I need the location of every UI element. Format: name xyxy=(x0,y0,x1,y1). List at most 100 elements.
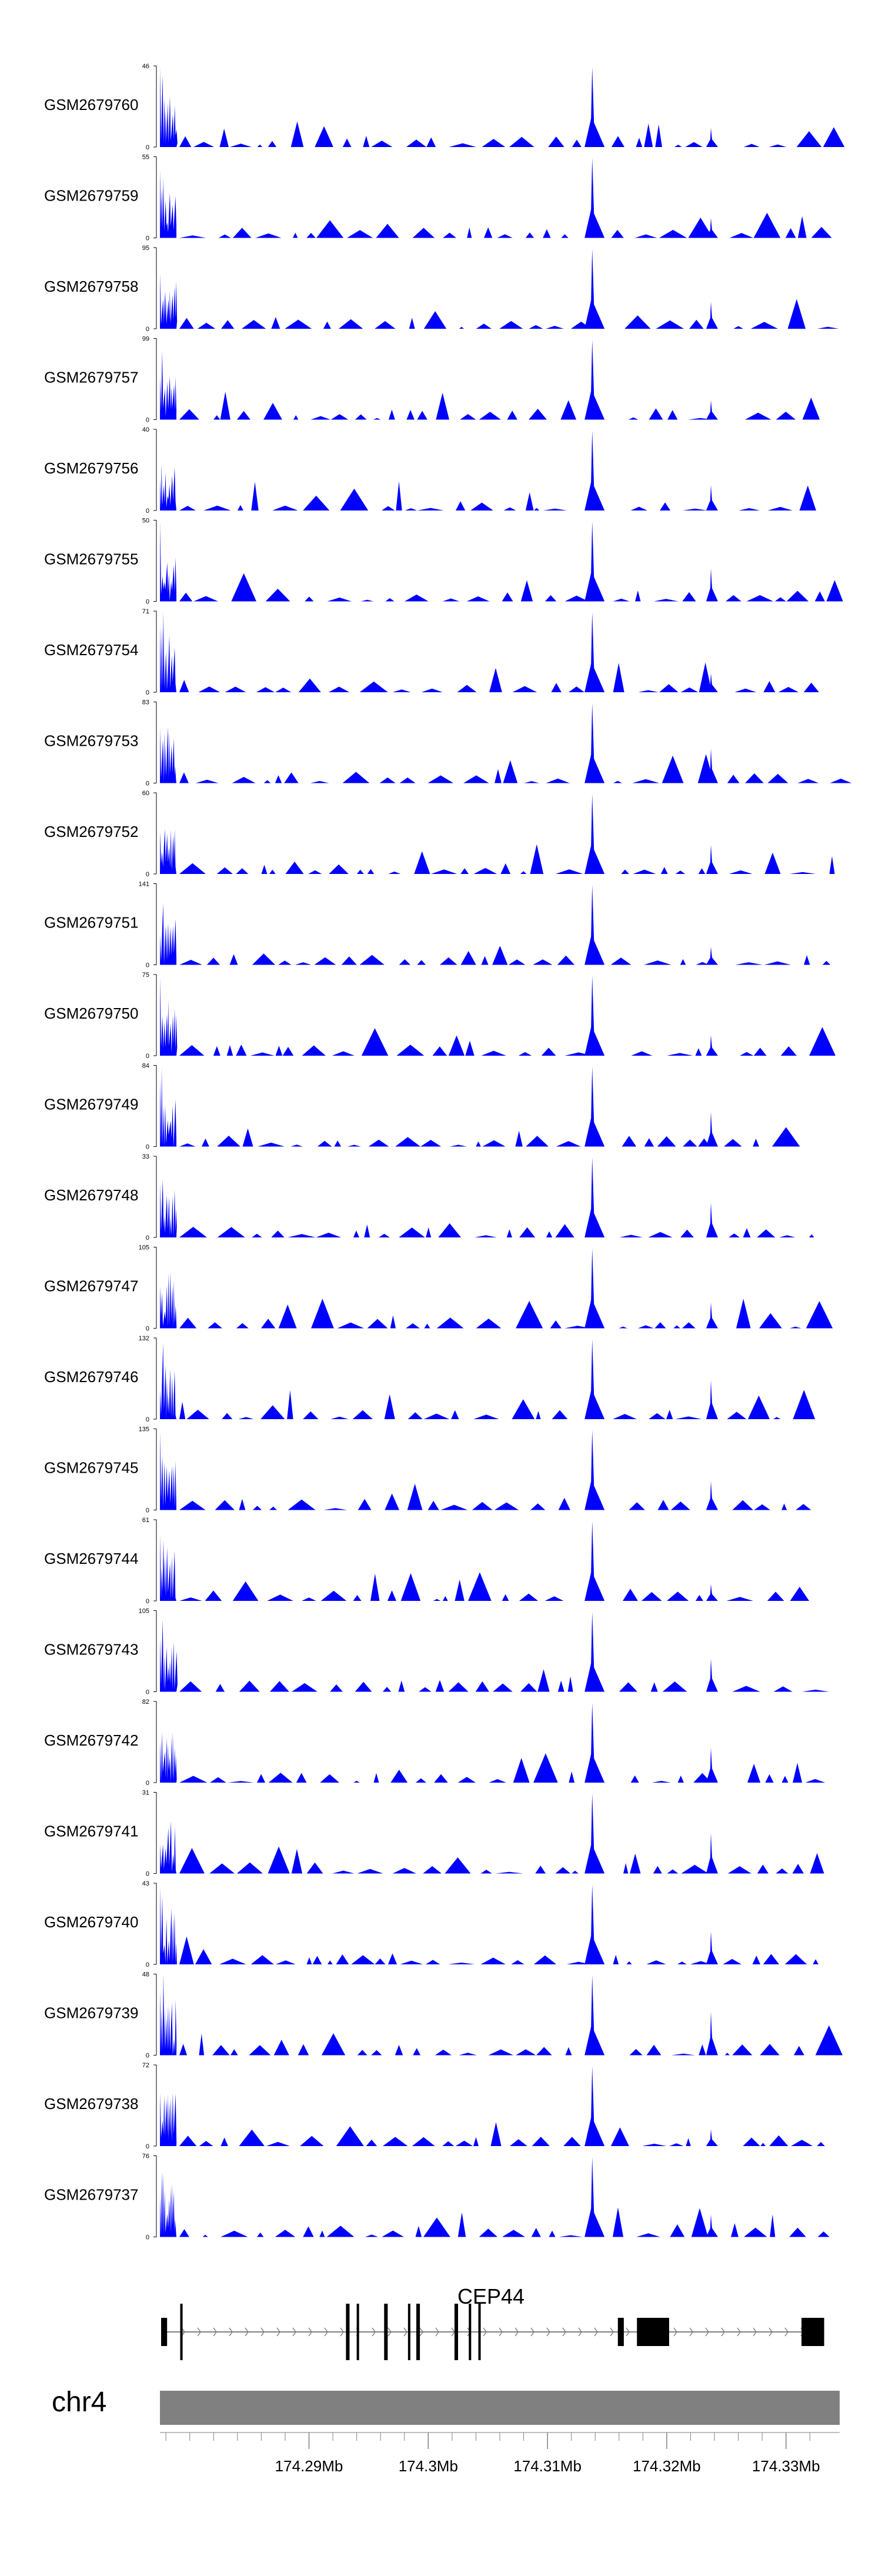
strand-arrow xyxy=(372,2327,376,2337)
coverage-peak xyxy=(584,1339,605,1419)
coverage-area xyxy=(160,66,845,147)
track-ymin: 0 xyxy=(146,780,149,788)
gene-label: CEP44 xyxy=(457,2284,524,2308)
coverage-peak xyxy=(706,1202,718,1237)
track-ymax: 135 xyxy=(139,1426,149,1433)
track-ymin: 0 xyxy=(146,1144,149,1151)
coverage-peak xyxy=(706,2011,718,2056)
track-label: GSM2679740 xyxy=(44,1913,138,1931)
strand-arrow xyxy=(705,2327,709,2337)
strand-arrow xyxy=(594,2327,598,2337)
strand-arrow xyxy=(403,2327,407,2337)
strand-arrow xyxy=(387,2327,392,2337)
coverage-peak xyxy=(706,568,718,602)
coverage-peak xyxy=(706,301,718,329)
coverage-track: GSM2679756 40 0 xyxy=(44,426,834,515)
track-ymax: 84 xyxy=(142,1063,149,1070)
track-label: GSM2679754 xyxy=(44,641,138,659)
strand-arrow xyxy=(213,2327,217,2337)
coverage-peak xyxy=(584,67,605,147)
strand-arrow xyxy=(610,2327,614,2337)
coverage-peak xyxy=(706,1931,718,1964)
coverage-peak xyxy=(584,2066,605,2146)
coverage-area xyxy=(160,170,832,238)
gene-exon xyxy=(617,2318,624,2346)
coverage-track: GSM2679744 61 0 xyxy=(44,1517,820,1605)
track-label: GSM2679739 xyxy=(44,2004,138,2022)
track-ymin: 0 xyxy=(146,1871,149,1878)
track-ymax: 46 xyxy=(142,63,149,70)
strand-arrow xyxy=(197,2327,201,2337)
coverage-track: GSM2679740 43 0 xyxy=(44,1880,824,1968)
coverage-tracks: GSM2679760460GSM2679759550GSM2679758950G… xyxy=(44,63,852,2241)
coverage-peak xyxy=(584,794,605,874)
strand-arrow xyxy=(784,2327,789,2337)
coverage-peak xyxy=(584,703,605,783)
track-label: GSM2679749 xyxy=(44,1096,138,1113)
axis-tick-label: 174.32Mb xyxy=(633,2457,701,2475)
strand-arrow xyxy=(340,2327,344,2337)
track-ymin: 0 xyxy=(146,1234,149,1242)
track-ymax: 76 xyxy=(142,2153,149,2160)
genome-axis: 174.29Mb 174.3Mb 174.31Mb 174.32Mb 174.33Mb xyxy=(160,2432,840,2475)
axis-tick-label: 174.29Mb xyxy=(275,2457,343,2475)
track-label: GSM2679759 xyxy=(44,187,138,205)
coverage-track: GSM2679739 48 0 xyxy=(44,1971,843,2060)
strand-arrow xyxy=(514,2327,519,2337)
gene-exon xyxy=(356,2304,359,2360)
coverage-peak xyxy=(706,1380,718,1419)
strand-arrow xyxy=(626,2327,630,2337)
coverage-peak xyxy=(706,400,718,420)
coverage-track: GSM2679737 76 0 xyxy=(44,2153,830,2241)
axis-tick-label: 174.3Mb xyxy=(399,2457,458,2475)
track-label: GSM2679751 xyxy=(44,914,138,932)
coverage-peak xyxy=(584,339,605,420)
chromosome-track: chr4 174.29Mb 174.3Mb 174.31Mb 174.32Mb 174.… xyxy=(52,2387,840,2475)
strand-arrow xyxy=(229,2327,233,2337)
track-ymax: 132 xyxy=(139,1335,149,1342)
track-ymax: 105 xyxy=(139,1244,149,1252)
track-ymax: 71 xyxy=(142,608,149,615)
coverage-peak xyxy=(584,431,605,510)
coverage-track: GSM2679746 132 0 xyxy=(44,1335,818,1423)
track-ymin: 0 xyxy=(146,2143,149,2150)
track-ymax: 61 xyxy=(142,1517,149,1524)
coverage-area xyxy=(160,1974,843,2056)
coverage-peak xyxy=(706,1481,718,1510)
strand-arrow xyxy=(753,2327,757,2337)
coverage-track: GSM2679747 105 0 xyxy=(44,1244,833,1333)
coverage-track: GSM2679749 84 0 xyxy=(44,1063,816,1151)
track-ymax: 40 xyxy=(142,426,149,433)
track-label: GSM2679743 xyxy=(44,1641,138,1659)
track-label: GSM2679753 xyxy=(44,732,138,750)
strand-arrow xyxy=(260,2327,265,2337)
coverage-peak xyxy=(584,1157,605,1237)
strand-arrow xyxy=(737,2327,741,2337)
coverage-track: GSM2679757 99 0 xyxy=(44,336,833,424)
coverage-peak xyxy=(584,158,605,238)
track-ymax: 105 xyxy=(139,1608,149,1615)
coverage-track: GSM2679743 105 0 xyxy=(44,1608,829,1696)
gene-exon xyxy=(180,2304,183,2360)
strand-arrow xyxy=(419,2327,423,2337)
track-label: GSM2679760 xyxy=(44,96,138,114)
coverage-peak xyxy=(584,1793,605,1874)
coverage-area xyxy=(160,1432,820,1510)
coverage-peak xyxy=(706,673,718,692)
coverage-peak xyxy=(706,1584,718,1601)
coverage-peak xyxy=(706,2129,718,2146)
coverage-track: GSM2679741 31 0 xyxy=(44,1790,824,1878)
coverage-area xyxy=(160,1067,816,1147)
gene-exon xyxy=(469,2304,472,2360)
coverage-peak xyxy=(584,1703,605,1783)
track-label: GSM2679744 xyxy=(44,1550,138,1567)
coverage-peak xyxy=(706,218,718,238)
strand-arrow xyxy=(562,2327,566,2337)
coverage-track: GSM2679745 135 0 xyxy=(44,1426,820,1514)
coverage-area xyxy=(160,1343,818,1419)
coverage-area xyxy=(160,1619,829,1692)
strand-arrow xyxy=(324,2327,328,2337)
track-ymax: 141 xyxy=(139,881,149,888)
gene-exon xyxy=(384,2304,388,2360)
